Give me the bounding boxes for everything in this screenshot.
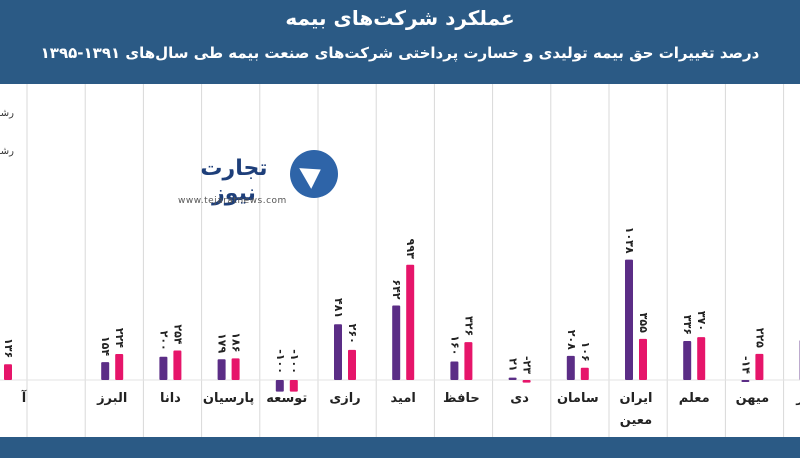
bar-claims xyxy=(580,367,589,380)
data-label: ۲۲۵ xyxy=(753,328,766,348)
bar-claims xyxy=(639,338,647,380)
category-label: البرز xyxy=(96,391,127,406)
data-label: ۱۰۳۸ xyxy=(623,227,636,254)
bar-claims xyxy=(115,354,124,380)
tejaratnews-logo: تجارت نیوز www.tejaratnews.com xyxy=(170,146,340,216)
data-label: ۹۹۳ xyxy=(404,239,417,259)
data-label: ۱۳۶ xyxy=(2,338,15,358)
data-label: ۳۳۶ xyxy=(681,315,694,335)
bar-premium xyxy=(450,361,459,380)
chart-header: عملکرد شرکت‌های بیمه درصد تغییرات حق بیم… xyxy=(0,0,800,84)
data-label: -۱۰۰ xyxy=(274,349,287,374)
data-label: ۱۷۹ xyxy=(216,333,229,353)
bar-claims xyxy=(173,350,182,380)
logo-url: www.tejaratnews.com xyxy=(178,196,287,206)
bar-claims xyxy=(4,364,12,380)
data-label: ۳۴۴ xyxy=(798,314,800,334)
category-label: ایران xyxy=(620,391,653,406)
bar-claims xyxy=(406,264,415,380)
bar-premium xyxy=(334,324,342,380)
bar-premium xyxy=(625,259,633,380)
category-label: دی xyxy=(510,391,529,406)
bar-chart: ۱۳۶ آ ۱۵۴ ۲۲۴ البرز ۲۰۰ ۲۵۴ دانا ۱۷۹ ۱۸۶ پارسیان -۱… xyxy=(0,84,800,437)
data-label: ۱۵۴ xyxy=(99,336,112,356)
bar-claims xyxy=(231,358,240,380)
data-label: ۶۴۲ xyxy=(390,279,403,299)
category-label: معین xyxy=(620,413,652,428)
category-label: پارسیان xyxy=(203,391,254,406)
bar-premium xyxy=(508,377,517,380)
bar-claims xyxy=(522,380,531,383)
data-label: ۳۷۰ xyxy=(695,311,708,331)
bar-premium xyxy=(101,362,110,380)
bar-premium xyxy=(392,305,401,380)
bar-premium xyxy=(217,359,226,380)
category-label: معلم xyxy=(679,391,710,406)
category-label: میهن xyxy=(736,391,770,406)
category-label: دانا xyxy=(160,391,181,406)
bar-premium xyxy=(159,356,168,380)
data-label: ۲۵۴ xyxy=(171,324,184,344)
data-label: ۱۶۰ xyxy=(448,335,461,355)
category-label: سامان xyxy=(557,391,599,406)
bar-claims xyxy=(289,380,298,392)
legend-premium: رشد حق xyxy=(0,108,14,119)
data-label: ۱۰۶ xyxy=(579,342,592,362)
bar-premium xyxy=(275,380,284,392)
bar-claims xyxy=(697,337,706,380)
data-label: ۳۲۶ xyxy=(462,316,475,336)
logo-name: تجارت نیوز xyxy=(200,156,268,206)
bar-premium xyxy=(566,355,575,380)
data-label: ۲۰۰ xyxy=(157,331,170,351)
data-label: -۲۳ xyxy=(521,356,534,374)
category-label: رازی xyxy=(329,391,360,406)
bar-claims xyxy=(464,342,473,380)
category-label: آ xyxy=(21,389,27,406)
data-label: ۲۰۸ xyxy=(565,330,578,350)
bar-premium xyxy=(683,341,692,380)
chart-title: عملکرد شرکت‌های بیمه xyxy=(285,6,515,30)
category-label: امید xyxy=(391,391,416,406)
bar-claims xyxy=(755,353,764,380)
data-label: ۳۵۵ xyxy=(637,313,650,333)
category-label: حافظ xyxy=(443,391,480,406)
data-label: -۱۴ xyxy=(739,356,752,374)
logo-arrow-icon xyxy=(290,150,338,198)
category-label: کوثر xyxy=(795,391,800,406)
data-label: ۲۲۴ xyxy=(113,328,126,348)
data-label: ۱۸۶ xyxy=(230,332,243,352)
bar-premium xyxy=(741,380,750,382)
chart-subtitle: درصد تغییرات حق بیمه تولیدی و خسارت پردا… xyxy=(40,44,760,62)
data-label: -۱۰۰ xyxy=(288,349,301,374)
bar-claims xyxy=(348,349,356,380)
chart-footer xyxy=(0,437,800,458)
data-label: ۲۶۰ xyxy=(346,324,359,344)
data-label: ۲۱ xyxy=(507,358,520,371)
data-label: ۴۸۱ xyxy=(332,298,345,318)
category-label: توسعه xyxy=(266,391,307,406)
legend-claims: رشد خس xyxy=(0,146,14,157)
